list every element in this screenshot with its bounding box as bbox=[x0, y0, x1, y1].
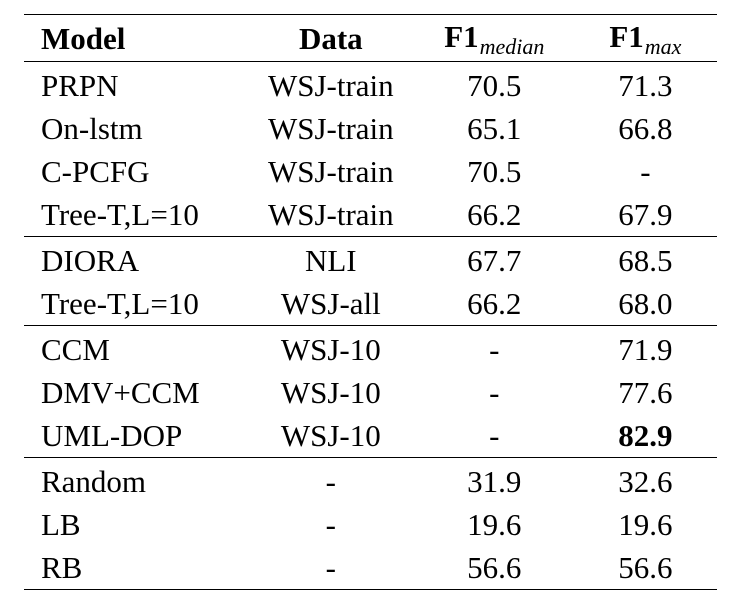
table-group: DIORA NLI 67.7 68.5 Tree-T,L=10 WSJ-all 66.2 68… bbox=[24, 236, 717, 326]
table-row: RB - 56.6 56.6 bbox=[24, 546, 717, 590]
cell-f1-max: 71.3 bbox=[618, 68, 673, 103]
cell-model: Tree-T,L=10 bbox=[41, 197, 199, 232]
cell-model: On-lstm bbox=[41, 111, 143, 146]
cell-f1-median: 67.7 bbox=[467, 243, 522, 278]
cell-f1-max: 56.6 bbox=[618, 550, 673, 585]
cell-f1-max: 19.6 bbox=[618, 507, 673, 542]
cell-f1-median: 66.2 bbox=[467, 197, 522, 232]
cell-f1-median: - bbox=[489, 375, 500, 410]
cell-f1-median: - bbox=[489, 418, 500, 453]
table-row: On-lstm WSJ-train 65.1 66.8 bbox=[24, 107, 717, 150]
header-f1-median: F1median bbox=[415, 15, 574, 62]
cell-f1-median: 31.9 bbox=[467, 464, 522, 499]
cell-model: C-PCFG bbox=[41, 154, 150, 189]
table-group: Random - 31.9 32.6 LB - 19.6 19.6 RB - 56.6 56.6 bbox=[24, 457, 717, 590]
cell-model: DMV+CCM bbox=[41, 375, 200, 410]
cell-data: WSJ-train bbox=[267, 111, 394, 146]
cell-model: LB bbox=[41, 507, 81, 542]
header-f1-median-base: F1 bbox=[444, 19, 479, 54]
cell-data: NLI bbox=[304, 243, 357, 278]
cell-f1-max: 71.9 bbox=[618, 332, 673, 367]
header-model: Model bbox=[41, 20, 126, 56]
cell-f1-max: 67.9 bbox=[618, 197, 673, 232]
cell-f1-median: - bbox=[489, 332, 500, 367]
cell-f1-max: 68.5 bbox=[618, 243, 673, 278]
table-row: PRPN WSJ-train 70.5 71.3 bbox=[24, 62, 717, 108]
cell-data: WSJ-all bbox=[280, 286, 381, 321]
cell-data: WSJ-train bbox=[267, 154, 394, 189]
cell-data: - bbox=[325, 464, 336, 499]
cell-data: WSJ-10 bbox=[280, 375, 381, 410]
table-row: Tree-T,L=10 WSJ-all 66.2 68.0 bbox=[24, 282, 717, 326]
cell-f1-max: 66.8 bbox=[618, 111, 673, 146]
table-row: LB - 19.6 19.6 bbox=[24, 503, 717, 546]
cell-f1-median: 66.2 bbox=[467, 286, 522, 321]
cell-model: CCM bbox=[41, 332, 110, 367]
cell-data: WSJ-train bbox=[267, 197, 394, 232]
table-row: DIORA NLI 67.7 68.5 bbox=[24, 237, 717, 283]
table-row: Random - 31.9 32.6 bbox=[24, 458, 717, 504]
cell-data: - bbox=[325, 550, 336, 585]
cell-model: UML-DOP bbox=[41, 418, 183, 453]
table-row: UML-DOP WSJ-10 - 82.9 bbox=[24, 414, 717, 458]
header-data: Data bbox=[298, 20, 363, 56]
header-row: Model Data F1median F1max bbox=[24, 14, 717, 62]
header-f1-median-sub: median bbox=[479, 34, 545, 59]
table-row: C-PCFG WSJ-train 70.5 - bbox=[24, 150, 717, 193]
cell-f1-median: 19.6 bbox=[467, 507, 522, 542]
cell-f1-median: 65.1 bbox=[467, 111, 522, 146]
results-table: Model Data F1median F1max PRPN WSJ-train 7… bbox=[24, 14, 717, 590]
cell-data: WSJ-train bbox=[267, 68, 394, 103]
cell-data: WSJ-10 bbox=[280, 418, 381, 453]
cell-f1-max: 77.6 bbox=[618, 375, 673, 410]
table-group: PRPN WSJ-train 70.5 71.3 On-lstm WSJ-train 65.… bbox=[24, 62, 717, 237]
table-group: CCM WSJ-10 - 71.9 DMV+CCM WSJ-10 - 77.6 UML-DOP W… bbox=[24, 325, 717, 458]
table-header: Model Data F1median F1max bbox=[24, 14, 717, 62]
header-f1-max: F1max bbox=[574, 15, 717, 62]
header-f1-max-base: F1 bbox=[609, 19, 644, 54]
cell-model: RB bbox=[41, 550, 83, 585]
cell-model: DIORA bbox=[41, 243, 140, 278]
cell-model: Random bbox=[41, 464, 147, 499]
header-f1-max-sub: max bbox=[644, 34, 682, 59]
cell-model: Tree-T,L=10 bbox=[41, 286, 199, 321]
cell-data: - bbox=[325, 507, 336, 542]
cell-f1-median: 56.6 bbox=[467, 550, 522, 585]
table-row: Tree-T,L=10 WSJ-train 66.2 67.9 bbox=[24, 193, 717, 237]
cell-f1-max: 82.9 bbox=[618, 418, 673, 453]
table-row: CCM WSJ-10 - 71.9 bbox=[24, 326, 717, 372]
cell-f1-median: 70.5 bbox=[467, 68, 522, 103]
cell-f1-max: 32.6 bbox=[618, 464, 673, 499]
table-row: DMV+CCM WSJ-10 - 77.6 bbox=[24, 371, 717, 414]
cell-f1-median: 70.5 bbox=[467, 154, 522, 189]
cell-data: WSJ-10 bbox=[280, 332, 381, 367]
cell-f1-max: - bbox=[640, 154, 651, 189]
cell-f1-max: 68.0 bbox=[618, 286, 673, 321]
cell-model: PRPN bbox=[41, 68, 119, 103]
